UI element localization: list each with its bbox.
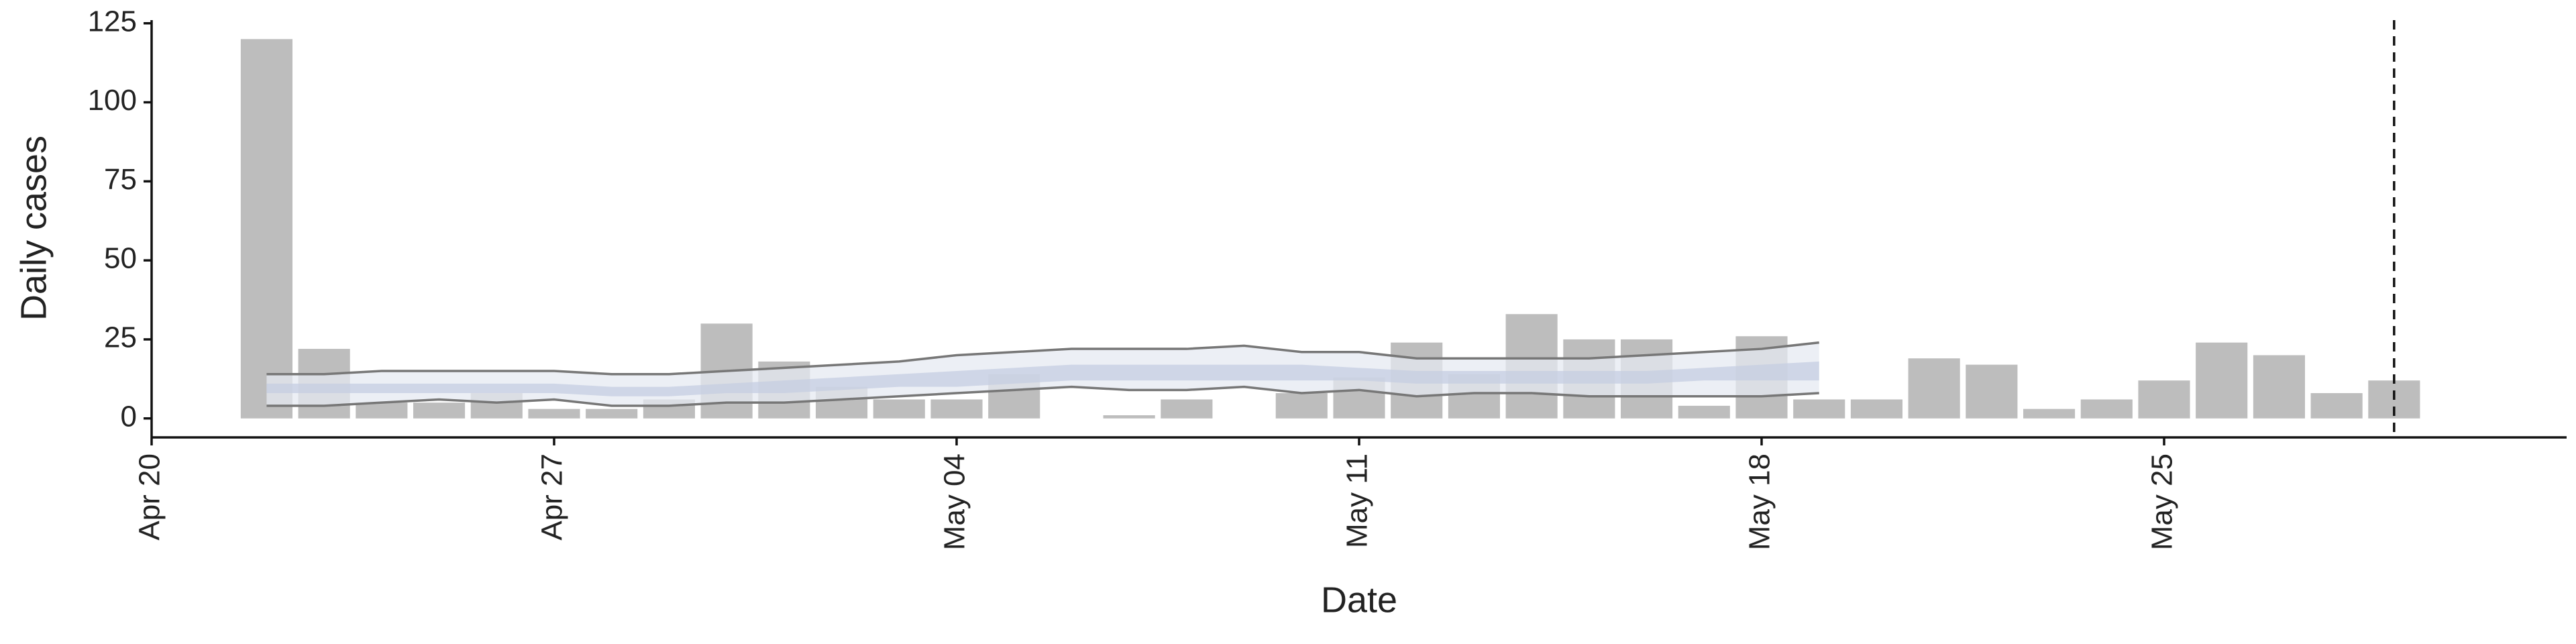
band-line [266,385,1819,407]
y-tick-label: 75 [104,163,137,196]
bar [1161,399,1213,419]
bar [1678,405,1730,419]
x-axis-title: Date [1321,580,1397,620]
y-tick-label: 0 [121,400,137,433]
bar [413,402,466,419]
y-tick-label: 100 [88,84,137,117]
bar [586,409,638,419]
bar [1908,358,1960,419]
band-line [266,341,1819,376]
y-axis-title: Daily cases [13,136,54,321]
bar [2080,399,2133,419]
y-tick-label: 25 [104,321,137,354]
x-tick-label: May 25 [2146,453,2179,550]
bar [1966,364,2018,419]
bar [240,39,292,419]
x-tick-label: Apr 20 [133,453,166,541]
bar [2253,355,2305,419]
x-tick-label: May 04 [938,453,971,550]
y-tick-label: 125 [88,5,137,38]
bar [356,402,408,419]
y-tick-label: 50 [104,242,137,275]
bar [2138,380,2190,419]
bar [1103,415,1155,419]
bar [528,409,580,419]
bar [2023,409,2076,419]
bar [2196,342,2248,419]
bar [873,399,925,419]
x-tick-label: May 18 [1743,453,1776,550]
bar [2310,393,2363,419]
bar [1793,399,1845,419]
bar [1275,393,1328,419]
x-tick-label: Apr 27 [536,453,569,541]
band [266,361,1819,396]
x-tick-label: May 11 [1341,453,1374,548]
bar [930,399,983,419]
bar [1850,399,1902,419]
